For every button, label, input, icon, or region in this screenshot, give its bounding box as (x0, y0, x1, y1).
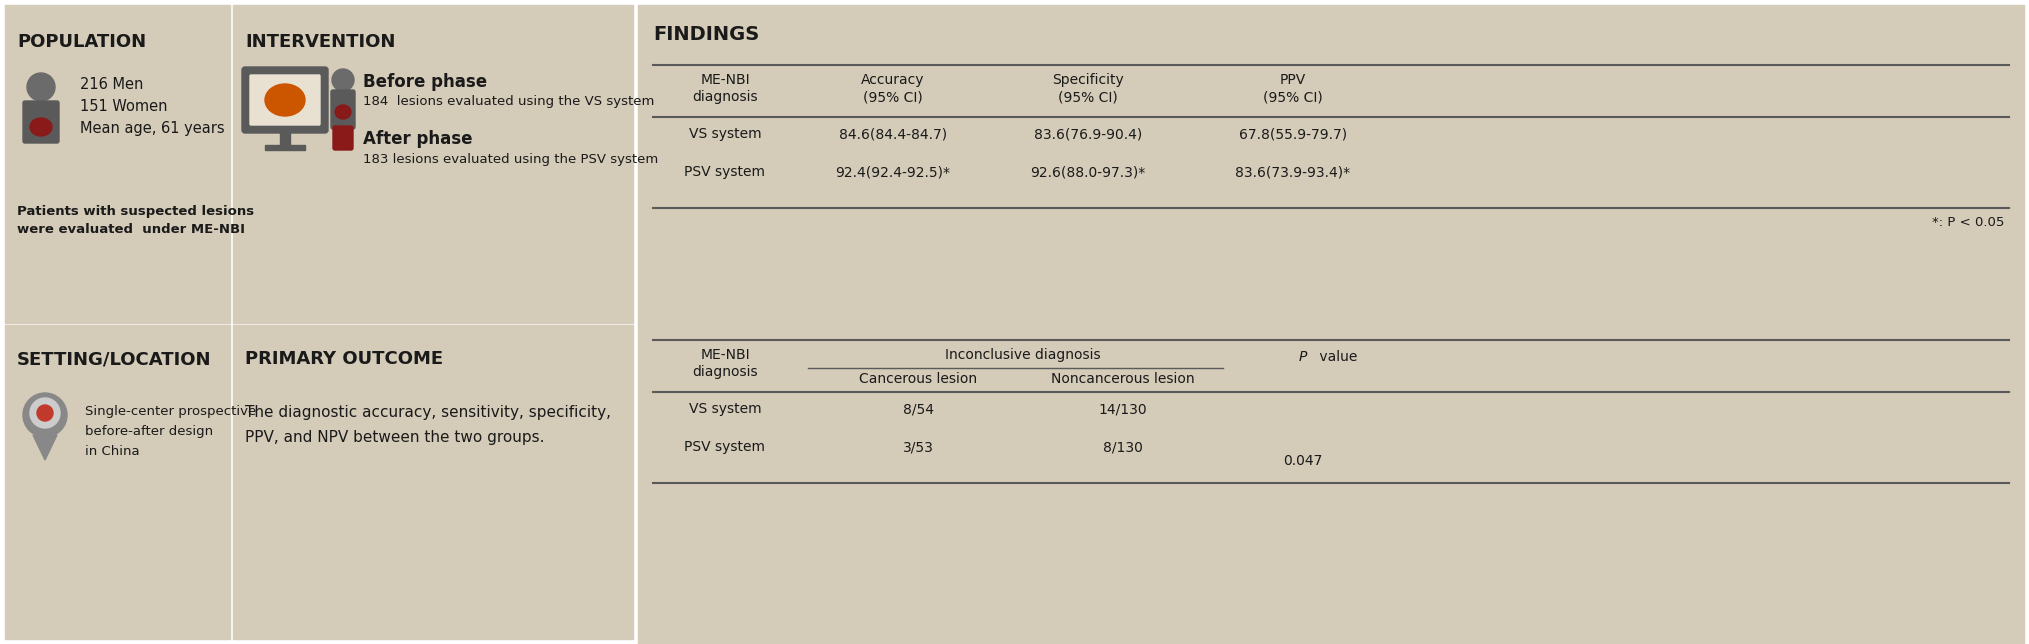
Text: *: P < 0.05: *: P < 0.05 (1932, 216, 2005, 229)
Text: before-after design: before-after design (85, 425, 213, 438)
Text: After phase: After phase (363, 130, 473, 148)
Text: diagnosis: diagnosis (692, 90, 757, 104)
Text: POPULATION: POPULATION (16, 33, 146, 51)
Ellipse shape (22, 393, 67, 437)
Ellipse shape (37, 405, 53, 421)
Text: VS system: VS system (688, 402, 761, 416)
Ellipse shape (30, 118, 53, 136)
Text: 67.8(55.9-79.7): 67.8(55.9-79.7) (1240, 127, 1347, 141)
Text: 183 lesions evaluated using the PSV system: 183 lesions evaluated using the PSV syst… (363, 153, 657, 166)
Bar (637, 5, 2025, 644)
Text: SETTING/LOCATION: SETTING/LOCATION (16, 350, 211, 368)
Text: 0.047: 0.047 (1282, 454, 1323, 468)
Bar (233, 5, 633, 323)
Text: PSV system: PSV system (684, 440, 765, 454)
Text: value: value (1315, 350, 1357, 364)
Text: 84.6(84.4-84.7): 84.6(84.4-84.7) (838, 127, 948, 141)
Text: Patients with suspected lesions
were evaluated  under ME-NBI: Patients with suspected lesions were eva… (16, 205, 254, 236)
Text: 8/54: 8/54 (903, 402, 933, 416)
Bar (233, 325, 633, 639)
Polygon shape (32, 435, 57, 460)
Ellipse shape (333, 69, 353, 91)
Text: Inconclusive diagnosis: Inconclusive diagnosis (946, 348, 1102, 362)
Text: ME-NBI: ME-NBI (700, 348, 751, 362)
Text: FINDINGS: FINDINGS (653, 25, 759, 44)
Text: Accuracy: Accuracy (860, 73, 925, 87)
Text: 14/130: 14/130 (1098, 402, 1146, 416)
Text: 8/130: 8/130 (1104, 440, 1142, 454)
Text: (95% CI): (95% CI) (1059, 90, 1118, 104)
Bar (4, 5, 229, 323)
Text: 83.6(76.9-90.4): 83.6(76.9-90.4) (1035, 127, 1142, 141)
FancyBboxPatch shape (22, 101, 59, 143)
Text: 92.6(88.0-97.3)*: 92.6(88.0-97.3)* (1031, 165, 1146, 179)
Text: 92.4(92.4-92.5)*: 92.4(92.4-92.5)* (836, 165, 950, 179)
Ellipse shape (30, 398, 61, 428)
Text: PRIMARY OUTCOME: PRIMARY OUTCOME (246, 350, 442, 368)
Text: in China: in China (85, 445, 140, 458)
Bar (4, 325, 229, 639)
Text: INTERVENTION: INTERVENTION (246, 33, 396, 51)
Text: Noncancerous lesion: Noncancerous lesion (1051, 372, 1195, 386)
Ellipse shape (266, 84, 304, 116)
Text: Single-center prospective: Single-center prospective (85, 405, 256, 418)
Text: 216 Men: 216 Men (79, 77, 144, 92)
Text: PSV system: PSV system (684, 165, 765, 179)
FancyBboxPatch shape (241, 67, 329, 133)
Text: 3/53: 3/53 (903, 440, 933, 454)
Text: PPV: PPV (1280, 73, 1307, 87)
Text: (95% CI): (95% CI) (862, 90, 923, 104)
FancyBboxPatch shape (250, 75, 321, 125)
Text: 151 Women: 151 Women (79, 99, 168, 114)
Text: Before phase: Before phase (363, 73, 487, 91)
Text: VS system: VS system (688, 127, 761, 141)
Text: Specificity: Specificity (1053, 73, 1124, 87)
FancyBboxPatch shape (333, 126, 353, 150)
Ellipse shape (26, 73, 55, 101)
Text: 184  lesions evaluated using the VS system: 184 lesions evaluated using the VS syste… (363, 95, 655, 108)
Text: ME-NBI: ME-NBI (700, 73, 751, 87)
Bar (266, 145, 304, 150)
Ellipse shape (335, 105, 351, 119)
Text: diagnosis: diagnosis (692, 365, 757, 379)
Text: 83.6(73.9-93.4)*: 83.6(73.9-93.4)* (1236, 165, 1351, 179)
Text: The diagnostic accuracy, sensitivity, specificity,
PPV, and NPV between the two : The diagnostic accuracy, sensitivity, sp… (246, 405, 611, 444)
Text: Mean age, 61 years: Mean age, 61 years (79, 121, 225, 136)
Text: P: P (1299, 350, 1307, 364)
FancyBboxPatch shape (331, 90, 355, 129)
Bar (280, 130, 290, 145)
Text: (95% CI): (95% CI) (1264, 90, 1323, 104)
Text: Cancerous lesion: Cancerous lesion (858, 372, 978, 386)
